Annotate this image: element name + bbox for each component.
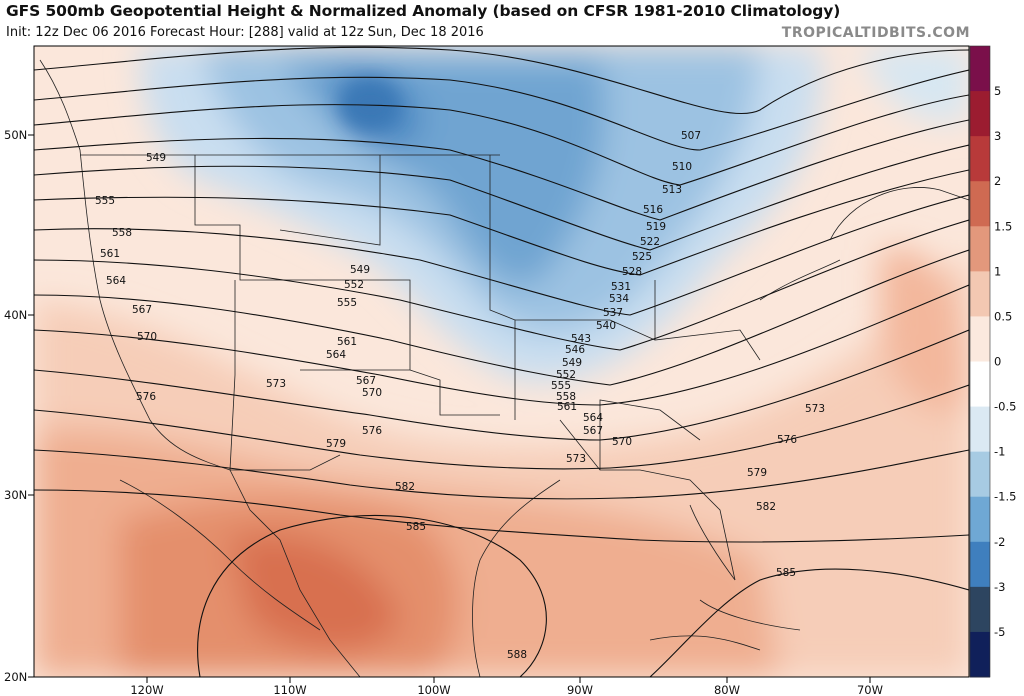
brand-watermark: TROPICALTIDBITS.COM [781, 25, 970, 41]
contour-label-561-west: 561 [100, 248, 120, 260]
colorbar-label: -5 [994, 625, 1005, 639]
colorbar-label: 1.5 [994, 219, 1012, 233]
contour-label-549: 549 [562, 357, 582, 369]
colorbar-swatch [970, 271, 990, 317]
contour-label-543: 543 [571, 333, 591, 345]
contour-label-570: 570 [612, 436, 632, 448]
latitude-axis: 50N 40N 30N 20N [4, 128, 34, 684]
contour-label-522: 522 [640, 236, 660, 248]
contour-label-546: 546 [565, 344, 585, 356]
map-title: GFS 500mb Geopotential Height & Normaliz… [6, 2, 841, 20]
colorbar-label: 2 [994, 174, 1001, 188]
contour-label-525: 525 [632, 251, 652, 263]
contour-label-516: 516 [643, 204, 663, 216]
contour-label-573: 573 [566, 453, 586, 465]
contour-label-579: 579 [747, 467, 767, 479]
contour-label-576: 576 [777, 434, 797, 446]
contour-label-540: 540 [596, 320, 616, 332]
contour-label-528: 528 [622, 266, 642, 278]
colorbar-label: -2 [994, 535, 1005, 549]
lon-tick-120w: 120W [130, 683, 163, 696]
colorbar-swatch [970, 316, 990, 362]
colorbar-swatch [970, 46, 990, 92]
colorbar-swatch [970, 451, 990, 498]
colorbar-label: -1 [994, 445, 1005, 459]
contour-label-561-mid: 561 [337, 336, 357, 348]
contour-label-552: 552 [556, 369, 576, 381]
contour-label-564-west: 564 [106, 275, 126, 287]
contour-label-567-west: 567 [132, 304, 152, 316]
lon-tick-100w: 100W [417, 683, 450, 696]
contour-label-585: 585 [406, 521, 426, 533]
contour-label-582-west: 582 [395, 481, 415, 493]
contour-label-573-west: 573 [266, 378, 286, 390]
contour-label-576-west: 576 [136, 391, 156, 403]
colorbar-swatch [970, 496, 990, 543]
colorbar-label: 1 [994, 264, 1001, 278]
contour-label-576-mid: 576 [362, 425, 382, 437]
contour-labels: 507 510 513 516 519 522 525 528 531 534 … [95, 130, 825, 661]
colorbar: 5 3 2 1.5 1 0.5 0 -0.5 -1 -1.5 -2 -3 -5 [969, 45, 1016, 678]
contour-label-555: 555 [551, 380, 571, 392]
colorbar-swatch [970, 406, 990, 453]
contour-label-549-mid: 549 [350, 264, 370, 276]
colorbar-swatch [970, 586, 990, 633]
contour-label-579-west: 579 [326, 438, 346, 450]
contour-label-570-mid: 570 [362, 387, 382, 399]
colorbar-label: 5 [994, 84, 1001, 98]
colorbar-label: -3 [994, 580, 1005, 594]
lat-tick-30n: 30N [4, 488, 27, 502]
lon-tick-80w: 80W [714, 683, 740, 696]
lat-tick-20n: 20N [4, 670, 27, 684]
height-contours [34, 46, 969, 677]
contour-label-567: 567 [583, 425, 603, 437]
contour-label-555-mid: 555 [337, 297, 357, 309]
colorbar-frame [969, 45, 991, 678]
contour-label-561: 561 [557, 401, 577, 413]
contour-label-585-east: 585 [776, 567, 796, 579]
colorbar-label: -0.5 [994, 400, 1016, 414]
contour-label-513: 513 [662, 184, 682, 196]
contour-label-582: 582 [756, 501, 776, 513]
colorbar-label: 0.5 [994, 309, 1012, 323]
colorbar-label: 3 [994, 129, 1001, 143]
contour-label-549-west: 549 [146, 152, 166, 164]
colorbar-swatch [970, 136, 990, 182]
contour-label-573-east: 573 [805, 403, 825, 415]
lat-tick-40n: 40N [4, 308, 27, 322]
lon-tick-70w: 70W [857, 683, 883, 696]
contour-label-507: 507 [681, 130, 701, 142]
contour-label-537: 537 [603, 307, 623, 319]
map-frame [33, 45, 970, 678]
contour-label-555-west: 555 [95, 195, 115, 207]
colorbar-swatch [970, 181, 990, 227]
contour-label-534: 534 [609, 293, 629, 305]
contour-label-564-mid: 564 [326, 349, 346, 361]
longitude-axis: 120W 110W 100W 90W 80W 70W [130, 677, 883, 696]
contour-label-558-west: 558 [112, 227, 132, 239]
contour-label-588: 588 [507, 649, 527, 661]
contour-label-564: 564 [583, 412, 603, 424]
colorbar-label: -1.5 [994, 490, 1016, 504]
lat-tick-50n: 50N [4, 128, 27, 142]
contour-label-519: 519 [646, 221, 666, 233]
colorbar-swatch [970, 226, 990, 272]
colorbar-label: 0 [994, 355, 1001, 369]
contour-label-567-mid: 567 [356, 375, 376, 387]
map-area: 507 510 513 516 519 522 525 528 531 534 … [34, 46, 969, 677]
colorbar-swatch [970, 631, 990, 678]
lon-tick-110w: 110W [273, 683, 306, 696]
colorbar-swatch [970, 361, 990, 408]
lon-tick-90w: 90W [567, 683, 593, 696]
map-subtitle: Init: 12z Dec 06 2016 Forecast Hour: [28… [6, 25, 484, 40]
contour-label-570-west: 570 [137, 331, 157, 343]
anomaly-shading [34, 46, 969, 677]
colorbar-swatch [970, 91, 990, 137]
contour-label-510: 510 [672, 161, 692, 173]
contour-label-552-mid: 552 [344, 279, 364, 291]
contour-label-531: 531 [611, 281, 631, 293]
colorbar-swatch [970, 541, 990, 588]
contour-label-558: 558 [556, 391, 576, 403]
